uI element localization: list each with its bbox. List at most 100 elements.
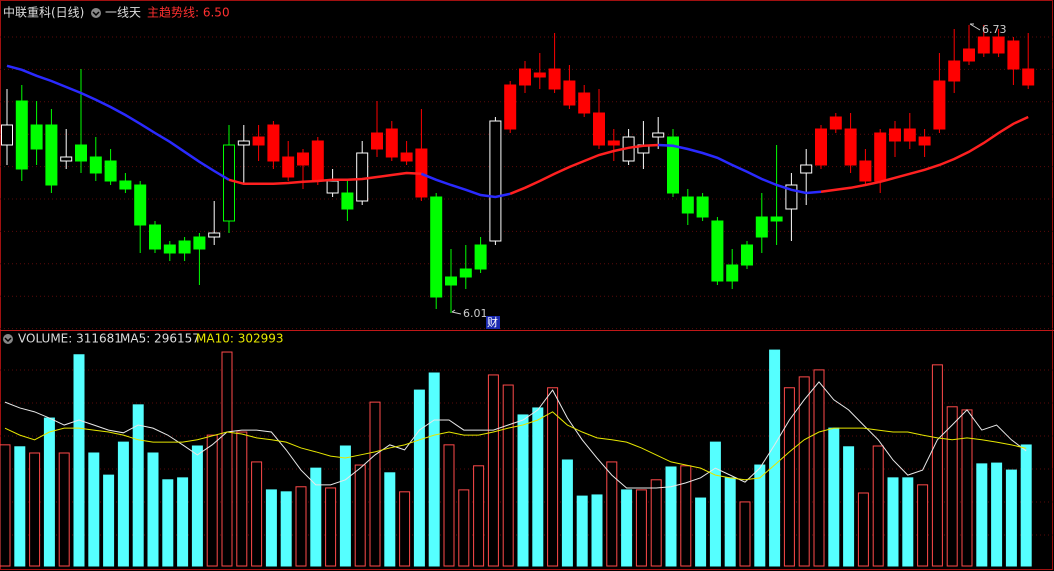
volume-bar (413, 389, 425, 567)
candle-body (223, 144, 235, 222)
candle-body (400, 152, 413, 162)
volume-bar (517, 414, 529, 567)
volume-bar (58, 452, 70, 567)
volume-bar (695, 497, 707, 567)
candle-body (918, 136, 931, 146)
volume-bar (14, 446, 26, 567)
volume-bar (650, 479, 662, 567)
volume-bar (561, 459, 573, 567)
volume-bar (946, 406, 958, 567)
candle-body (149, 224, 161, 250)
volume-bar (680, 465, 692, 567)
volume-bar (813, 369, 825, 567)
volume-bar (798, 376, 810, 567)
ma-line (4, 381, 1027, 489)
trend-line (420, 172, 511, 199)
candle-body (297, 152, 309, 166)
volume-bar (191, 445, 203, 567)
candle-body (770, 216, 783, 222)
candle-body (15, 100, 28, 170)
volume-bar (991, 462, 1003, 567)
candle-body (726, 264, 739, 282)
volume-bar (265, 489, 277, 567)
candle-body (992, 36, 1005, 54)
annotation: 6.01 (463, 307, 488, 320)
trend-line (820, 115, 1029, 194)
volume-bar (354, 464, 366, 567)
volume-bar (665, 466, 677, 567)
volume-bar (147, 452, 159, 567)
volume-bar (443, 444, 455, 567)
candle-body (208, 232, 221, 238)
candle-body (459, 268, 472, 278)
indicator-name: 一线天 (105, 6, 141, 20)
candle-body (489, 120, 502, 242)
candle-body (356, 152, 369, 202)
candle-body (667, 136, 679, 194)
candle-body (45, 124, 58, 186)
candle-body (829, 116, 842, 130)
trend-line (509, 143, 659, 195)
candle-body (948, 60, 961, 82)
volume-bar (828, 427, 840, 567)
candle-body (1, 124, 13, 146)
candle-body (859, 160, 872, 182)
volume-bar (428, 372, 440, 567)
candle-body (519, 68, 531, 86)
menu-icon[interactable] (91, 8, 101, 18)
annotation: 6.73 (982, 23, 1007, 36)
annotation-arrow (451, 309, 462, 315)
ma-line (4, 411, 1027, 481)
candle-body (593, 112, 605, 146)
menu-icon[interactable] (3, 334, 13, 344)
candle-body (371, 132, 383, 150)
volume-bar (591, 494, 603, 567)
candle-body (311, 140, 324, 182)
candle-body (548, 68, 561, 90)
candle-body (504, 84, 517, 130)
candle-body (681, 196, 694, 214)
volume-bar (325, 487, 337, 567)
volume-bar (547, 387, 559, 567)
candle-body (963, 48, 975, 62)
candle-body (30, 124, 43, 150)
menu-icon-chevron (4, 337, 12, 343)
candle-body (326, 180, 339, 194)
candle-body (578, 92, 591, 114)
annotation-arrow (969, 23, 981, 31)
volume-bar (473, 465, 485, 567)
candle-body (844, 128, 857, 166)
volume-bar (43, 417, 55, 567)
candle-body (474, 244, 487, 270)
candle-body (445, 276, 457, 286)
candle-body (815, 128, 827, 166)
candle-body (119, 180, 132, 190)
candle-body (385, 128, 398, 158)
candle-body (267, 124, 280, 162)
volume-bar (206, 434, 218, 567)
candle-body (193, 236, 206, 250)
volume-bar (724, 477, 736, 567)
volume-bar (769, 349, 781, 567)
volume-bar (132, 404, 144, 567)
volume-bar (236, 431, 248, 567)
volume-bar (162, 479, 174, 567)
volume-bar (621, 489, 633, 567)
volume-bar (709, 441, 721, 567)
trend-line (6, 64, 230, 181)
menu-icon-chevron (92, 11, 100, 17)
volume-bar (310, 467, 322, 567)
volume-bar (606, 461, 618, 567)
news-badge (486, 316, 500, 329)
chart-title: 中联重科(日线) (3, 5, 84, 20)
candle-body (430, 196, 443, 298)
volume-bar (1005, 469, 1017, 567)
candle-body (874, 132, 887, 182)
volume-bar (103, 474, 115, 567)
volume-bar (177, 477, 189, 567)
candle-body (134, 184, 147, 226)
trend-line (228, 171, 422, 186)
volume-bar (280, 491, 292, 567)
volume-bar (117, 441, 129, 567)
